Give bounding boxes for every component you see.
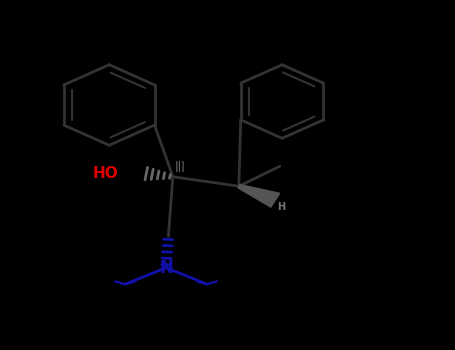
Polygon shape (238, 185, 280, 207)
Text: H: H (278, 202, 286, 212)
Text: N: N (159, 259, 173, 277)
Text: HO: HO (92, 166, 118, 181)
Text: |||: ||| (175, 161, 186, 172)
